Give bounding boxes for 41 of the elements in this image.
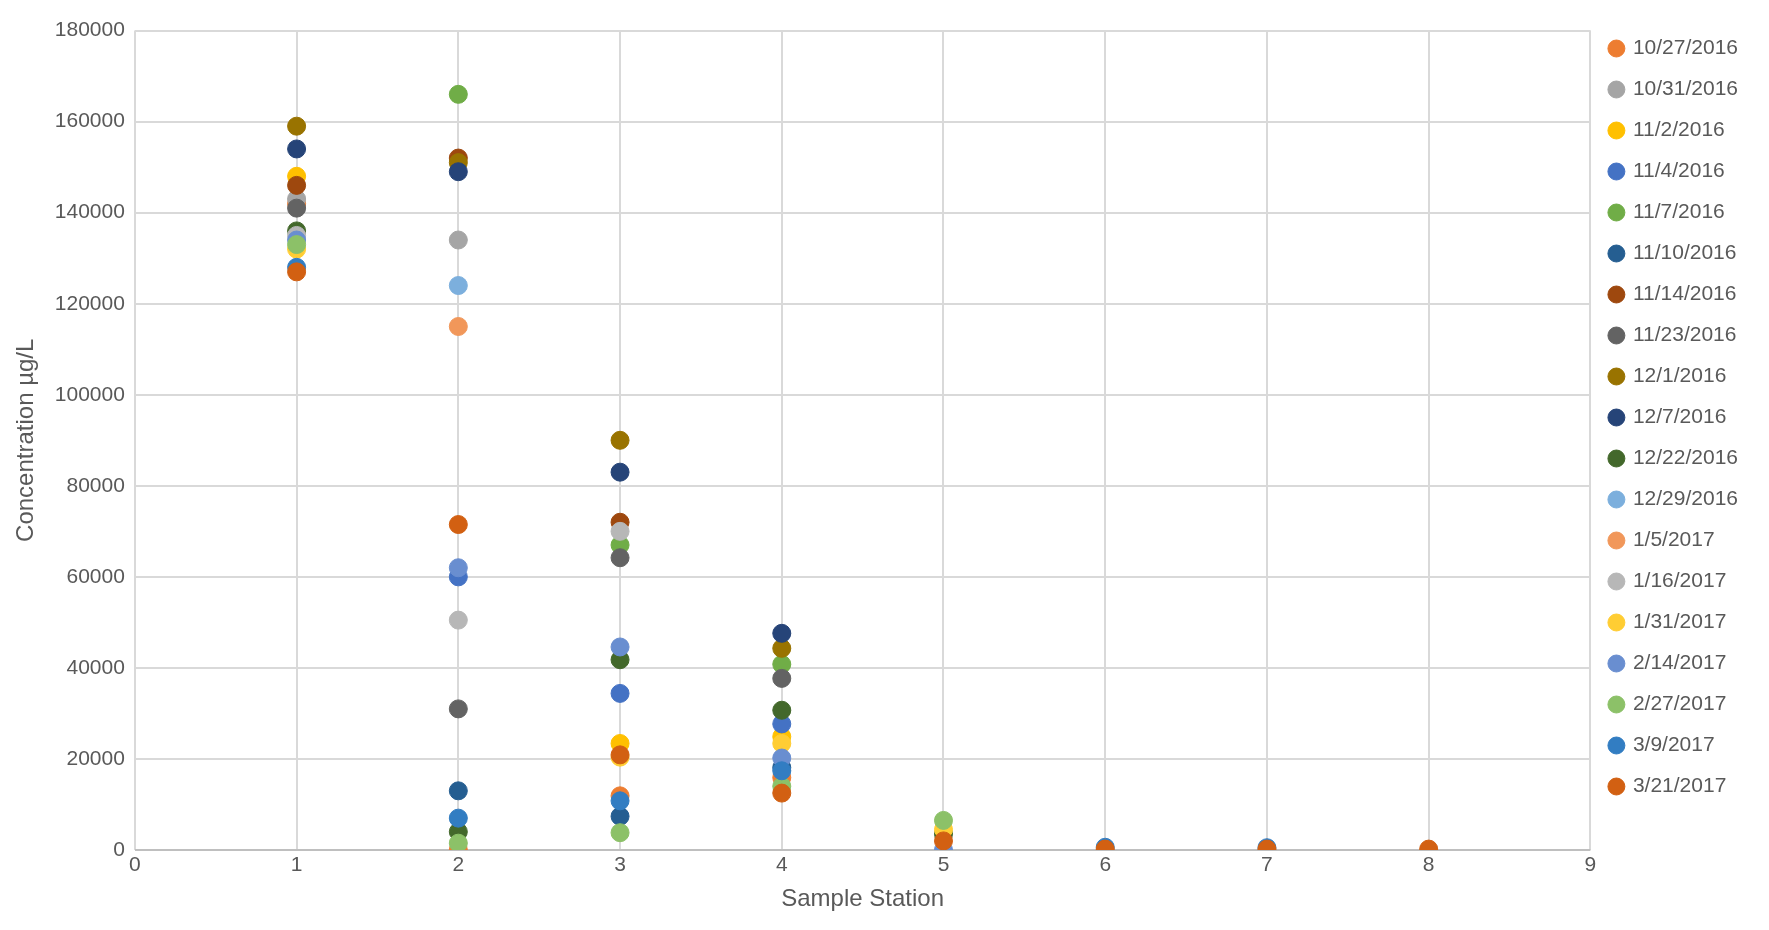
x-tick-label: 3 <box>614 852 626 876</box>
legend-label: 1/16/2017 <box>1632 568 1727 592</box>
y-tick-label: 20000 <box>66 745 125 769</box>
legend-label: 12/7/2016 <box>1632 404 1727 428</box>
legend-label: 12/1/2016 <box>1632 363 1727 387</box>
legend-label: 1/5/2017 <box>1632 527 1715 551</box>
legend-label: 10/31/2016 <box>1632 76 1739 100</box>
x-tick-label: 9 <box>1584 852 1597 876</box>
y-tick-label: 60000 <box>66 563 125 587</box>
x-tick-label: 5 <box>937 852 950 876</box>
legend-label: 10/27/2016 <box>1632 35 1739 59</box>
y-tick-label: 120000 <box>54 290 125 314</box>
x-tick-label: 4 <box>775 852 788 876</box>
x-tick-label: 2 <box>452 852 465 876</box>
legend-label: 2/27/2017 <box>1632 691 1727 715</box>
y-axis-title: Concentration µg/L <box>11 338 39 542</box>
x-axis-title: Sample Station <box>781 884 945 912</box>
legend-label: 11/10/2016 <box>1632 240 1737 264</box>
legend-label: 3/9/2017 <box>1632 732 1715 756</box>
y-tick-label: 80000 <box>66 472 125 496</box>
legend-label: 11/7/2016 <box>1632 199 1725 223</box>
legend-label: 2/14/2017 <box>1632 650 1727 674</box>
y-tick-label: 0 <box>113 836 125 860</box>
legend-label: 12/29/2016 <box>1632 486 1739 510</box>
y-tick-label: 160000 <box>54 108 125 132</box>
x-tick-label: 7 <box>1261 852 1273 876</box>
legend-label: 3/21/2017 <box>1632 773 1727 797</box>
legend-label: 11/23/2016 <box>1632 322 1737 346</box>
y-tick-label: 40000 <box>66 654 125 678</box>
x-tick-label: 1 <box>290 852 303 876</box>
legend-label: 11/2/2016 <box>1632 117 1725 141</box>
legend-label: 12/22/2016 <box>1632 445 1739 469</box>
legend-label: 1/31/2017 <box>1632 609 1727 633</box>
y-tick-label: 180000 <box>54 17 125 41</box>
y-tick-label: 140000 <box>54 199 125 223</box>
legend-label: 11/14/2016 <box>1632 281 1737 305</box>
x-tick-label: 0 <box>129 852 141 876</box>
x-tick-label: 6 <box>1099 852 1112 876</box>
y-tick-label: 100000 <box>54 381 125 405</box>
legend-label: 11/4/2016 <box>1632 158 1725 182</box>
x-tick-label: 8 <box>1422 852 1435 876</box>
